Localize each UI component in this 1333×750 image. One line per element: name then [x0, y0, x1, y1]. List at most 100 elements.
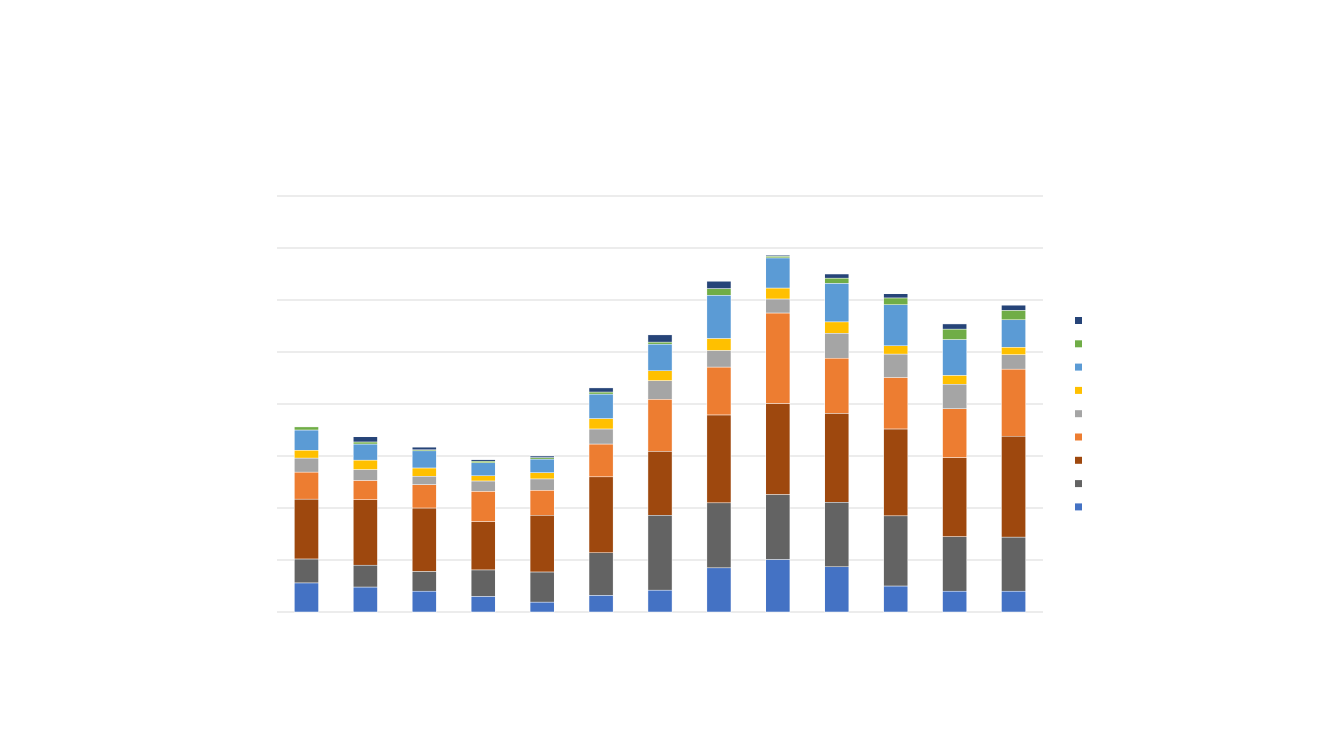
legend-marker-series-4	[1075, 433, 1082, 441]
bar-segment-5-series-1	[529, 601, 555, 613]
bar-segment-6-series-1	[588, 595, 614, 613]
bar-segment-11-series-4	[883, 377, 909, 430]
bar-segment-10-series-5	[824, 333, 850, 359]
bar-segment-11-series-6	[883, 345, 909, 355]
bar-segment-3-series-2	[411, 571, 437, 592]
bar-segment-7-series-8	[647, 341, 673, 345]
bar-segment-1-series-5	[294, 457, 319, 473]
bar-segment-1-series-4	[294, 471, 319, 500]
bar-segment-9-series-1	[765, 559, 791, 613]
bar-segment-9-series-4	[765, 312, 791, 404]
legend-marker-series-5	[1075, 410, 1082, 418]
bar-segment-12-series-9	[942, 323, 967, 330]
bar-segment-13-series-9	[1001, 304, 1026, 311]
bar-segment-12-series-7	[942, 339, 967, 376]
bar-segment-6-series-6	[588, 418, 614, 430]
bars	[294, 255, 1026, 613]
bar-segment-11-series-1	[883, 585, 909, 613]
bar-segment-7-series-9	[647, 334, 673, 343]
bar-segment-10-series-3	[824, 413, 850, 503]
bar-segment-8-series-7	[706, 295, 732, 339]
bar-segment-4-series-6	[470, 475, 496, 482]
bar-segment-6-series-5	[588, 428, 614, 445]
bar-segment-3-series-4	[411, 484, 437, 509]
bar-segment-12-series-6	[942, 375, 967, 385]
bar-segment-10-series-8	[824, 277, 850, 284]
bar-segment-3-series-1	[411, 590, 437, 613]
bar-segment-6-series-8	[588, 391, 614, 395]
bar-segment-8-series-1	[706, 567, 732, 613]
bar-segment-10-series-2	[824, 502, 850, 568]
bar-segment-2-series-4	[353, 480, 378, 500]
bar-segment-2-series-7	[353, 443, 378, 461]
bar-segment-4-series-5	[470, 480, 496, 492]
bar-segment-2-series-2	[353, 564, 378, 588]
bar-segment-2-series-6	[353, 459, 378, 470]
bar-segment-5-series-3	[529, 515, 555, 573]
bar-segment-5-series-7	[529, 458, 555, 473]
bar-segment-4-series-9	[470, 459, 496, 462]
bar-segment-6-series-7	[588, 393, 614, 419]
bar-segment-11-series-2	[883, 515, 909, 587]
bar-segment-9-series-3	[765, 403, 791, 495]
bar-segment-11-series-7	[883, 304, 909, 347]
bar-segment-11-series-9	[883, 293, 909, 299]
legend-marker-series-8	[1075, 340, 1082, 348]
legend-marker-series-7	[1075, 363, 1082, 371]
bar-segment-10-series-7	[824, 283, 850, 323]
bar-segment-3-series-5	[411, 476, 437, 485]
bar-segment-1-series-1	[294, 582, 319, 613]
bar-segment-5-series-4	[529, 490, 555, 516]
legend-marker-series-9	[1075, 317, 1082, 324]
bar-segment-8-series-4	[706, 366, 732, 416]
bar-segment-7-series-3	[647, 451, 673, 516]
bar-segment-13-series-3	[1001, 435, 1026, 538]
bar-segment-10-series-4	[824, 357, 850, 414]
bar-segment-9-series-9	[765, 255, 791, 257]
bar-segment-5-series-5	[529, 478, 555, 491]
bar-segment-13-series-7	[1001, 319, 1026, 348]
bar-segment-1-series-6	[294, 450, 319, 459]
legend-marker-series-3	[1075, 456, 1082, 464]
bar-segment-13-series-8	[1001, 310, 1026, 321]
bar-segment-10-series-6	[824, 321, 850, 334]
bar-segment-11-series-8	[883, 297, 909, 305]
bar-segment-1-series-2	[294, 558, 319, 584]
bar-segment-1-series-8	[294, 426, 319, 431]
bar-segment-11-series-3	[883, 428, 909, 517]
bar-segment-2-series-8	[353, 441, 378, 445]
bar-segment-13-series-6	[1001, 347, 1026, 355]
bar-segment-6-series-3	[588, 476, 614, 553]
bar-segment-5-series-9	[529, 455, 555, 458]
legend	[1075, 317, 1082, 511]
bar-segment-7-series-7	[647, 343, 673, 371]
bar-segment-7-series-1	[647, 589, 673, 613]
bar-segment-2-series-9	[353, 436, 378, 443]
bar-segment-2-series-1	[353, 586, 378, 613]
bar-segment-9-series-7	[765, 257, 791, 289]
bar-segment-6-series-2	[588, 552, 614, 596]
legend-marker-series-2	[1075, 480, 1082, 488]
bar-segment-9-series-6	[765, 287, 791, 300]
bar-segment-8-series-2	[706, 502, 732, 569]
bar-segment-12-series-2	[942, 536, 967, 592]
bar-segment-13-series-4	[1001, 368, 1026, 437]
bar-segment-8-series-8	[706, 288, 732, 296]
bar-segment-3-series-6	[411, 467, 437, 477]
bar-segment-3-series-3	[411, 507, 437, 572]
bar-segment-12-series-3	[942, 457, 967, 537]
bar-segment-6-series-4	[588, 443, 614, 478]
bar-segment-3-series-7	[411, 450, 437, 469]
bar-segment-12-series-4	[942, 408, 967, 458]
bar-segment-1-series-7	[294, 429, 319, 451]
bar-segment-9-series-5	[765, 298, 791, 314]
bar-segment-9-series-2	[765, 494, 791, 560]
bar-segment-2-series-5	[353, 469, 378, 481]
bar-segment-2-series-3	[353, 499, 378, 566]
legend-marker-series-1	[1075, 503, 1082, 511]
bar-segment-4-series-4	[470, 491, 496, 522]
bar-segment-4-series-1	[470, 596, 496, 613]
bar-segment-4-series-7	[470, 462, 496, 477]
bar-segment-7-series-5	[647, 380, 673, 400]
